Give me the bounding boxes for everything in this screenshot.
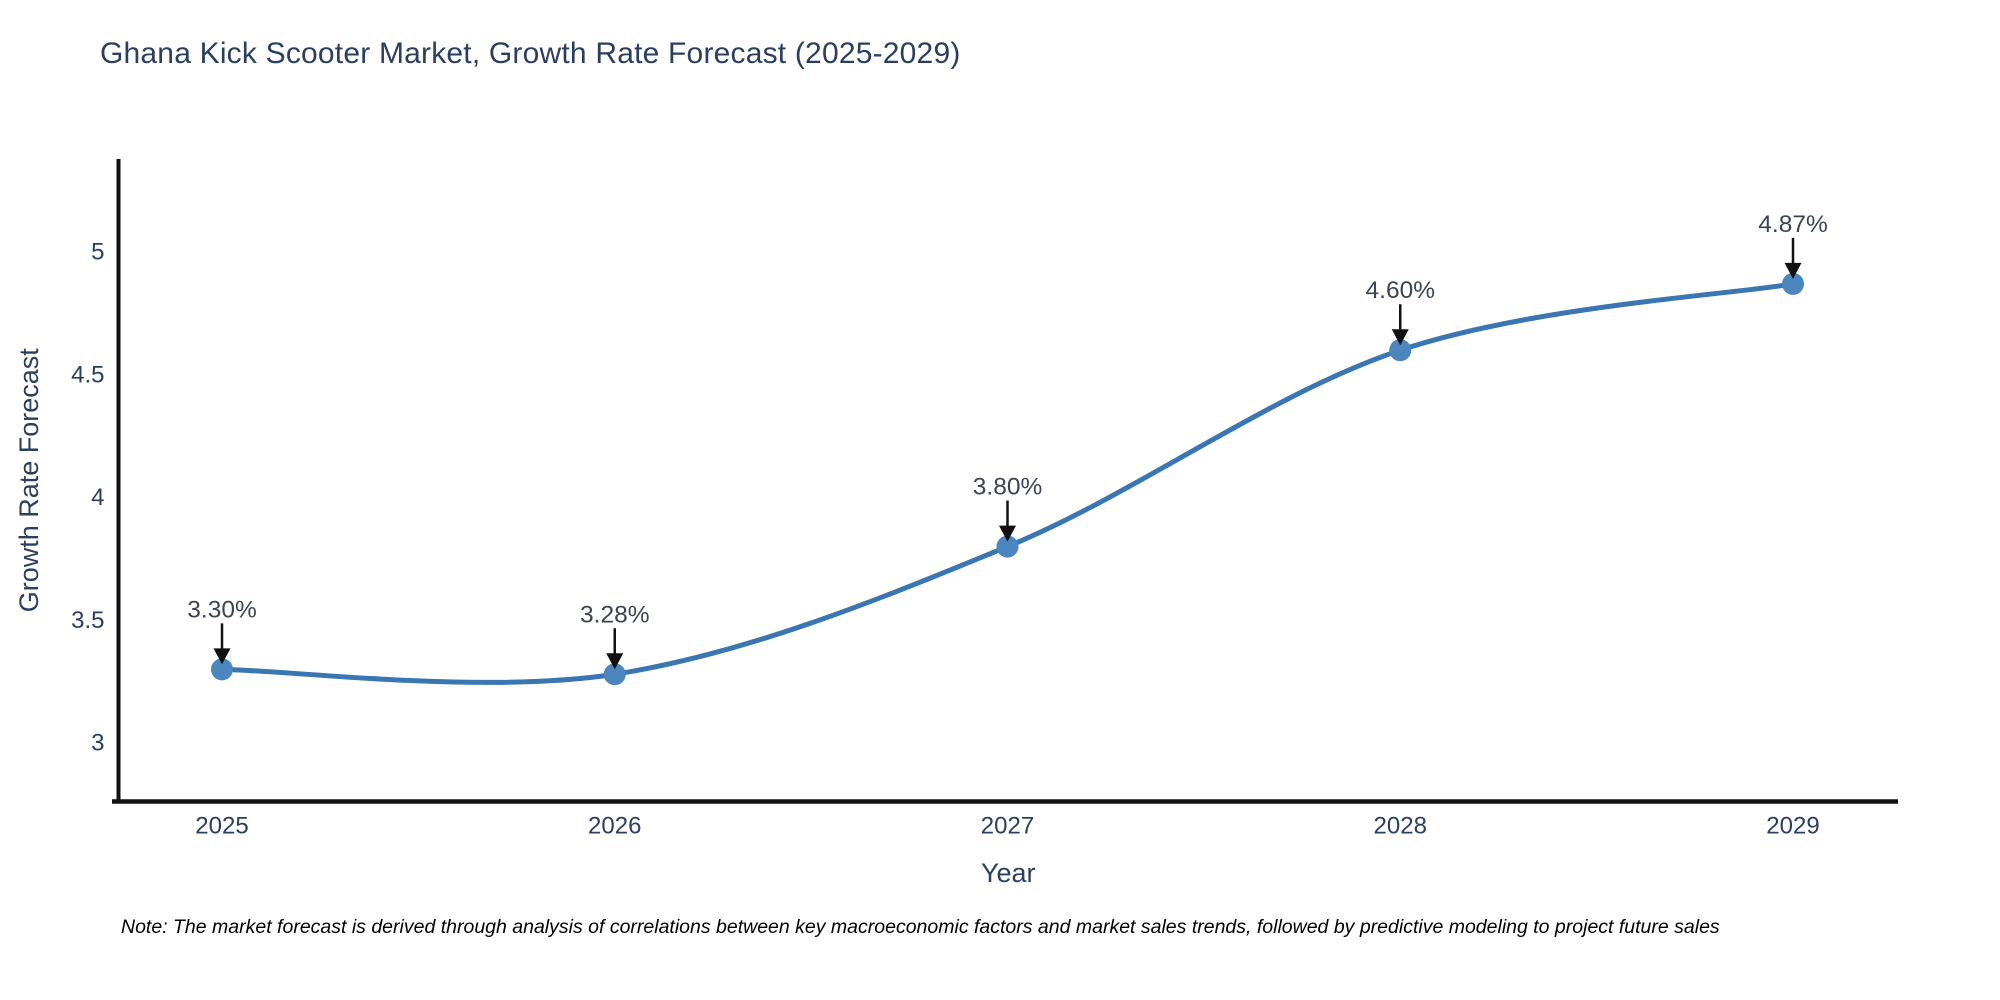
x-tick-label: 2027 bbox=[981, 813, 1034, 840]
y-tick-label: 5 bbox=[91, 239, 104, 266]
y-axis-title: Growth Rate Forecast bbox=[14, 348, 44, 613]
data-point-marker bbox=[996, 535, 1019, 558]
x-tick-label: 2025 bbox=[195, 813, 248, 840]
annotation-label: 3.28% bbox=[580, 601, 649, 628]
footnote-text: Note: The market forecast is derived thr… bbox=[121, 916, 1720, 938]
y-tick-label: 3 bbox=[91, 730, 104, 757]
annotation-arrowhead bbox=[1784, 262, 1802, 279]
y-tick-label: 3.5 bbox=[71, 607, 104, 634]
x-tick-label: 2026 bbox=[588, 813, 641, 840]
data-point-marker bbox=[1782, 272, 1804, 295]
annotation-label: 4.87% bbox=[1758, 211, 1827, 238]
annotation-arrowhead bbox=[1391, 329, 1409, 346]
annotation-arrowhead bbox=[606, 653, 624, 670]
annotation-label: 3.30% bbox=[187, 596, 256, 623]
x-axis-title: Year bbox=[981, 858, 1036, 888]
x-tick-label: 2029 bbox=[1766, 813, 1819, 840]
chart-title: Ghana Kick Scooter Market, Growth Rate F… bbox=[100, 37, 961, 70]
data-point-marker bbox=[603, 663, 626, 686]
data-point-marker bbox=[1389, 339, 1412, 362]
x-tick-label: 2028 bbox=[1374, 813, 1427, 840]
annotation-label: 3.80% bbox=[973, 474, 1042, 501]
y-tick-label: 4 bbox=[91, 484, 104, 511]
y-tick-label: 4.5 bbox=[71, 361, 104, 388]
annotation-arrowhead bbox=[999, 525, 1016, 542]
annotation-arrowhead bbox=[213, 648, 231, 665]
annotation-label: 4.60% bbox=[1366, 277, 1435, 304]
data-point-marker bbox=[211, 658, 233, 681]
